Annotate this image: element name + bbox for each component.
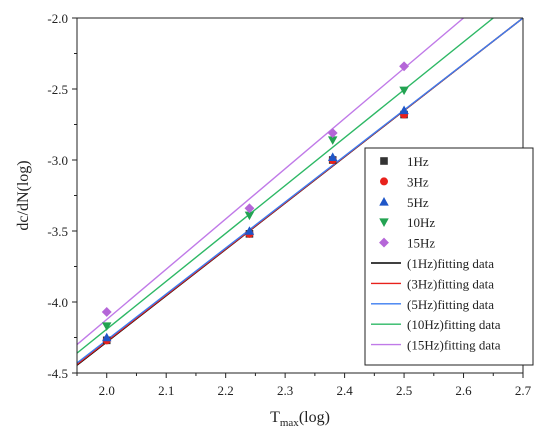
x-tick-label-4: 2.4: [336, 383, 353, 398]
legend-marker-3: [379, 218, 389, 227]
x-tick-label-1: 2.1: [158, 383, 174, 398]
y-axis-title: dc/dN(log): [15, 160, 32, 230]
data-point-4-0: [101, 307, 112, 317]
x-axis-title-suffix: (log): [299, 409, 330, 426]
data-points: [101, 61, 410, 345]
x-axis-title: Tmax(log): [270, 409, 330, 429]
data-point-3-3: [399, 86, 409, 96]
data-point-3-0: [101, 322, 112, 331]
legend-marker-2: [379, 197, 389, 206]
x-axis-title-main: T: [270, 409, 280, 426]
legend-label-3: 10Hz: [407, 215, 435, 230]
x-tick-label-5: 2.5: [396, 383, 412, 398]
y-tick-label-3: -3.0: [47, 153, 68, 168]
legend: 1Hz 3Hz 5Hz 10Hz 15Hz (1Hz)fitting data (3Hz)f…: [364, 147, 534, 366]
data-point-4-1: [244, 203, 255, 214]
y-tick-label-2: -3.5: [47, 224, 68, 239]
y-tick-label-0: -4.5: [47, 366, 68, 381]
y-tick-label-5: -2.0: [47, 11, 68, 26]
legend-marker-1: [380, 177, 388, 186]
x-tick-label-7: 2.7: [515, 383, 532, 398]
legend-fit-label-2: (5Hz)fitting data: [407, 297, 494, 312]
data-point-4-3: [399, 61, 410, 72]
data-point-3-2: [327, 136, 338, 145]
data-point-2-0: [101, 332, 112, 342]
data-point-2-1: [244, 226, 255, 235]
fit-lines: [77, 18, 523, 366]
x-tick-label-0: 2.0: [99, 383, 115, 398]
fit-line-3: [77, 18, 494, 354]
data-point-2-3: [399, 105, 409, 115]
y-tick-label-4: -2.5: [47, 82, 68, 97]
x-axis-title-sub: max: [280, 417, 299, 429]
x-tick-label-2: 2.2: [218, 383, 234, 398]
legend-marker-0: [380, 157, 388, 165]
data-point-4-2: [327, 128, 338, 138]
legend-fit-label-3: (10Hz)fitting data: [407, 317, 501, 332]
legend-label-1: 3Hz: [407, 174, 429, 189]
legend-label-4: 15Hz: [407, 236, 435, 251]
y-tick-label-1: -4.0: [47, 295, 68, 310]
data-point-3-1: [244, 211, 255, 221]
legend-fit-label-1: (3Hz)fitting data: [407, 276, 494, 291]
x-tick-label-6: 2.6: [455, 383, 472, 398]
data-point-2-2: [327, 152, 338, 161]
legend-box: [364, 147, 534, 366]
fit-line-4: [77, 18, 464, 346]
legend-marker-4: [379, 237, 389, 248]
legend-fit-label-4: (15Hz)fitting data: [407, 338, 501, 353]
legend-label-0: 1Hz: [407, 154, 429, 169]
legend-fit-label-0: (1Hz)fitting data: [407, 256, 494, 271]
legend-label-2: 5Hz: [407, 195, 429, 210]
axes-layer: 2.0 2.1 2.2 2.3 2.4 2.5 2.6 2.7 -4.5 -4.0 -3.5 -3.0…: [15, 11, 532, 429]
plot-layer: [77, 18, 523, 366]
fit-line-2: [77, 18, 523, 364]
x-tick-label-3: 2.3: [277, 383, 293, 398]
